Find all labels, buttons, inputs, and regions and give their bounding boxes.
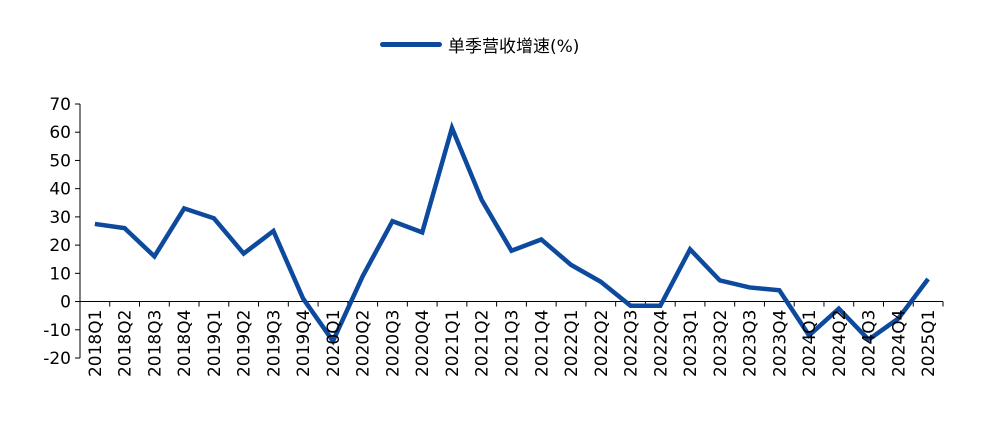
x-tick-label: 2021Q4 [532,310,552,377]
x-tick-label: 2018Q2 [116,310,136,377]
x-tick-label: 2020Q4 [413,310,433,377]
legend-swatch [380,41,442,47]
y-tick-label: -10 [43,321,71,341]
x-tick-label: 2024Q3 [860,310,880,377]
x-tick-label: 2022Q1 [562,310,582,377]
y-tick-label: 10 [49,264,71,284]
x-tick-label: 2021Q2 [473,310,493,377]
y-tick-label: -20 [43,349,71,369]
x-tick-label: 2020Q2 [354,310,374,377]
x-tick-label: 2022Q3 [622,310,642,377]
x-tick-label: 2025Q1 [919,310,939,377]
x-tick-label: 2018Q3 [145,310,165,377]
x-tick-label: 2020Q1 [324,310,344,377]
x-tick-label: 2018Q4 [175,310,195,377]
x-tick-label: 2023Q3 [741,310,761,377]
y-tick-label: 60 [49,123,71,143]
x-tick-label: 2023Q1 [681,310,701,377]
x-tick-label: 2024Q1 [800,310,820,377]
x-tick-label: 2019Q2 [235,310,255,377]
y-tick-label: 20 [49,236,71,256]
x-tick-label: 2018Q1 [86,310,106,377]
x-tick-label: 2021Q1 [443,310,463,377]
x-tick-label: 2023Q2 [711,310,731,377]
x-tick-label: 2019Q3 [264,310,284,377]
y-tick-label: 0 [60,293,71,313]
x-tick-label: 2023Q4 [770,310,790,377]
y-tick-label: 50 [49,151,71,171]
x-tick-label: 2022Q2 [592,310,612,377]
x-tick-label: 2022Q4 [651,310,671,377]
x-tick-label: 2024Q4 [889,310,909,377]
y-tick-label: 40 [49,180,71,200]
series-line [94,121,930,346]
x-tick-label: 2020Q3 [383,310,403,377]
x-tick-label: 2019Q1 [205,310,225,377]
x-tick-label: 2019Q4 [294,310,314,377]
x-tick-label: 2024Q2 [830,310,850,377]
legend: 单季营收增速(%) [380,32,580,57]
x-tick-label: 2021Q3 [503,310,523,377]
y-tick-label: 70 [49,95,71,115]
y-tick-label: 30 [49,208,71,228]
legend-label: 单季营收增速(%) [448,36,580,57]
